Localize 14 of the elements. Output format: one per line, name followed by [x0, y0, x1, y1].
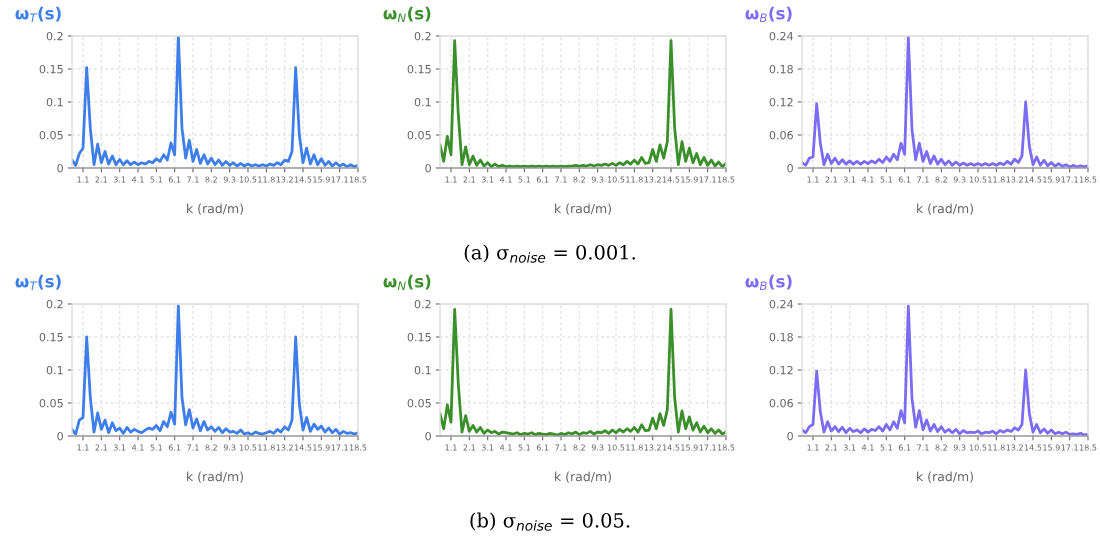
line-series: [72, 36, 358, 168]
line-series: [802, 304, 1088, 436]
text: (a) σ$_{noise}$ = 0.001.: [464, 244, 635, 263]
chart-title: ω$_{B}$(s): [745, 6, 792, 23]
line-series: [440, 39, 726, 168]
chart-title: ω$_{N}$(s): [383, 6, 431, 23]
text: (b) σ$_{noise}$ = 0.05.: [470, 512, 630, 531]
line-series: [802, 36, 1088, 168]
chart-title: ω$_{T}$(s): [15, 274, 61, 291]
chart-title: ω$_{B}$(s): [745, 274, 792, 291]
line-series: [440, 307, 726, 436]
chart-title: ω$_{N}$(s): [383, 274, 431, 291]
chart-title: ω$_{T}$(s): [15, 6, 61, 23]
line-series: [72, 304, 358, 436]
